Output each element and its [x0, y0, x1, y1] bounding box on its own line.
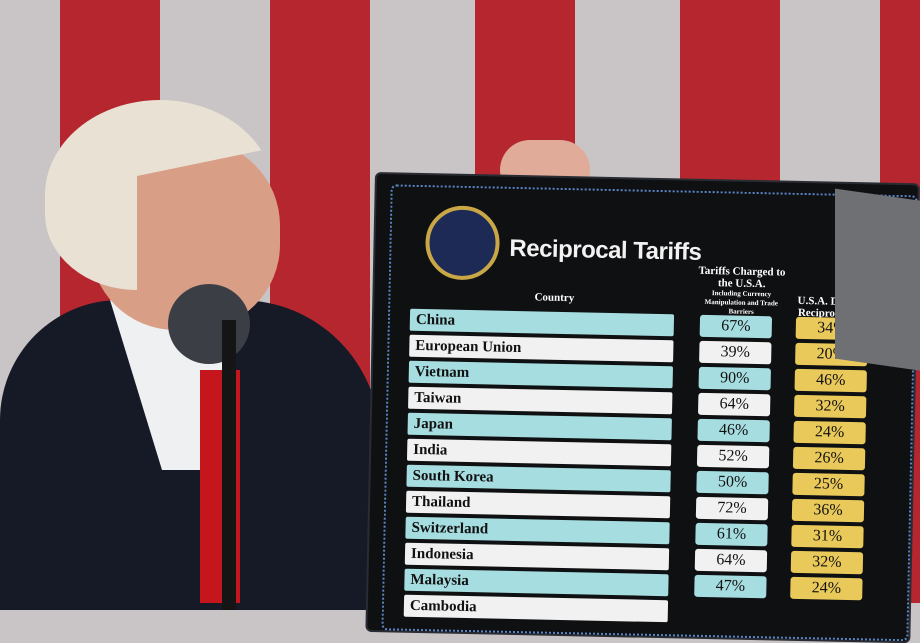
charged-cell: 67%: [699, 314, 773, 339]
charged-cell: 64%: [697, 392, 771, 417]
charged-cell: 50%: [696, 470, 769, 495]
reciprocal-cell: 25%: [792, 472, 865, 497]
reciprocal-cell: 26%: [792, 446, 866, 471]
charged-cell: 47%: [694, 574, 767, 599]
charged-cell: 90%: [698, 366, 771, 391]
country-header: Country: [534, 291, 575, 305]
microphone-stand: [222, 320, 236, 610]
reciprocal-cell: 32%: [793, 394, 867, 419]
reciprocal-cell: 32%: [790, 550, 864, 575]
reciprocal-cell: 46%: [794, 368, 867, 393]
charged-cell: 46%: [697, 418, 770, 443]
charged-cell: 52%: [696, 444, 770, 469]
microphone: [168, 284, 250, 364]
charged-cell: 72%: [695, 496, 769, 521]
charged-cell: 39%: [699, 340, 772, 365]
reciprocal-cell: 24%: [793, 420, 866, 445]
reciprocal-cell: 36%: [791, 498, 865, 523]
charged-header: Tariffs Charged to the U.S.A. Including …: [698, 264, 786, 316]
board-flap: [835, 188, 920, 372]
reciprocal-cell: 24%: [790, 576, 863, 601]
board-title: Reciprocal Tariffs: [509, 234, 702, 266]
reciprocal-cell: 31%: [791, 524, 864, 549]
charged-cell: 61%: [695, 522, 768, 547]
charged-cell: 64%: [694, 548, 768, 573]
